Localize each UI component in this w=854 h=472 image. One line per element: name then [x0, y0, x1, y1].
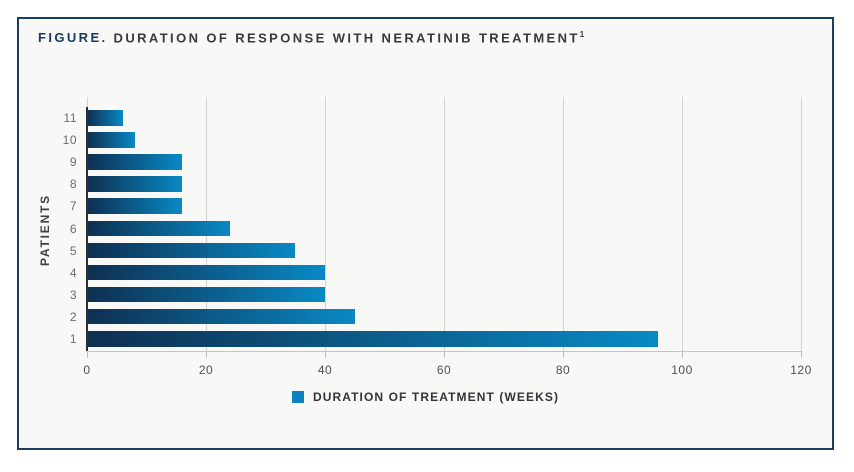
- y-axis-label: PATIENTS: [38, 194, 52, 266]
- x-tick-label-120: 120: [790, 363, 812, 377]
- y-tick-label-7: 7: [69, 199, 77, 214]
- bar-patient-7: [87, 198, 183, 214]
- tickmark-x-80: [563, 351, 564, 358]
- y-tick-label-1: 1: [69, 332, 77, 346]
- y-tick-label-3: 3: [69, 287, 77, 302]
- x-tick-label-100: 100: [671, 363, 693, 377]
- y-axis-line: [86, 107, 88, 351]
- gridline-x-80: [563, 97, 564, 351]
- y-tick-label-6: 6: [69, 221, 77, 236]
- bar-patient-1: [87, 331, 659, 347]
- figure-title-superscript: 1: [579, 30, 585, 39]
- y-tick-label-9: 9: [69, 155, 77, 170]
- legend-swatch: [291, 391, 304, 403]
- y-tick-label-8: 8: [69, 177, 77, 192]
- tickmark-x-40: [325, 351, 326, 358]
- x-tick-label-20: 20: [198, 363, 214, 377]
- tickmark-x-100: [682, 351, 683, 358]
- figure-title-text: DURATION OF RESPONSE WITH NERATINIB TREA…: [113, 30, 580, 46]
- bar-patient-9: [87, 154, 183, 170]
- bar-patient-3: [87, 286, 325, 303]
- tickmark-x-20: [206, 351, 207, 358]
- tickmark-x-120: [801, 351, 802, 358]
- gridline-x-120: [801, 97, 802, 351]
- x-tick-label-80: 80: [555, 363, 571, 377]
- bar-patient-5: [87, 242, 296, 259]
- bar-patient-6: [87, 220, 230, 236]
- gridline-x-100: [682, 97, 683, 351]
- bar-patient-10: [87, 132, 135, 148]
- y-tick-label-10: 10: [62, 133, 77, 148]
- y-tick-label-11: 11: [63, 111, 77, 125]
- bar-patient-2: [87, 308, 355, 325]
- bar-patient-8: [87, 176, 183, 192]
- figure-title: FIGURE. DURATION OF RESPONSE WITH NERATIN…: [38, 30, 584, 45]
- x-tick-label-0: 0: [83, 363, 91, 377]
- figure-panel: FIGURE. DURATION OF RESPONSE WITH NERATIN…: [17, 17, 834, 450]
- bar-patient-11: [87, 110, 123, 126]
- gridline-x-40: [325, 97, 326, 351]
- x-tick-label-40: 40: [317, 363, 333, 377]
- gridline-x-60: [444, 97, 445, 351]
- legend-label: DURATION OF TREATMENT (WEEKS): [312, 390, 560, 404]
- x-tick-label-60: 60: [436, 363, 452, 377]
- figure-label: FIGURE.: [38, 30, 108, 46]
- legend: DURATION OF TREATMENT (WEEKS): [19, 390, 832, 404]
- tickmark-x-60: [444, 351, 445, 358]
- plot-area: 0 20 40 60 80 100 120 11 10 9 8 7 6 5 4 3 2 1 PATIENTS: [19, 19, 832, 448]
- bar-patient-4: [87, 264, 325, 281]
- x-axis-line: [87, 351, 801, 352]
- y-tick-label-2: 2: [69, 309, 77, 324]
- y-tick-label-4: 4: [69, 265, 77, 280]
- y-tick-label-5: 5: [69, 243, 77, 258]
- tickmark-x-0: [87, 351, 88, 358]
